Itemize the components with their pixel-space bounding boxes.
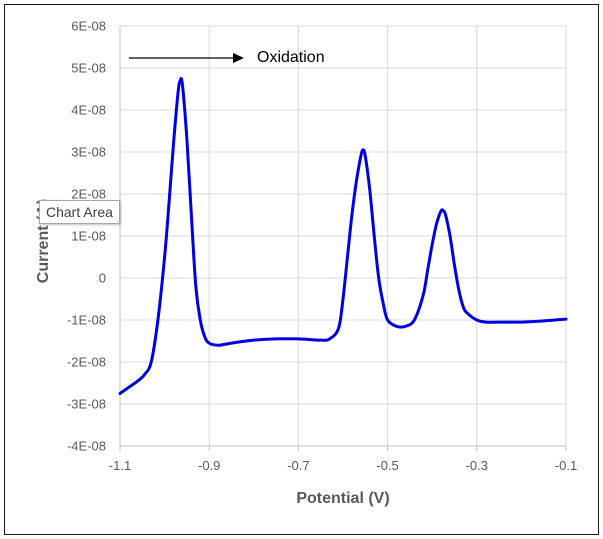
chart-area-tooltip: Chart Area: [39, 200, 120, 224]
series-line[interactable]: [118, 77, 568, 395]
y-axis-ticks: -4E-08 -3E-08 -2E-08 -1E-08 0 1E-08 2E-08 3E-08…: [67, 19, 106, 454]
y-tick-label: -1E-08: [67, 313, 106, 328]
x-tick-label: -0.5: [376, 458, 398, 473]
x-axis-ticks: -1.1 -0.9 -0.7 -0.5 -0.3 -0.1: [109, 446, 577, 473]
arrow-right-icon: [233, 53, 244, 63]
y-tick-label: 5E-08: [71, 61, 106, 76]
oxidation-annotation[interactable]: Oxidation: [129, 49, 325, 66]
y-tick-label: 2E-08: [71, 187, 106, 202]
grid-lines: [119, 25, 567, 447]
x-tick-label: -1.1: [109, 458, 131, 473]
y-tick-label: -4E-08: [67, 439, 106, 454]
y-tick-label: 4E-08: [71, 103, 106, 118]
x-tick-label: -0.3: [466, 458, 488, 473]
x-tick-label: -0.9: [198, 458, 220, 473]
axes: [119, 26, 566, 447]
y-tick-label: 6E-08: [71, 19, 106, 34]
y-tick-label: 0: [99, 271, 106, 286]
y-tick-label: 3E-08: [71, 145, 106, 160]
line-chart: -4E-08 -3E-08 -2E-08 -1E-08 0 1E-08 2E-08 3E-08…: [35, 19, 577, 508]
y-tick-label: 1E-08: [71, 229, 106, 244]
oxidation-label: Oxidation: [257, 49, 325, 66]
x-tick-label: -0.1: [555, 458, 577, 473]
chart-area[interactable]: -4E-08 -3E-08 -2E-08 -1E-08 0 1E-08 2E-08 3E-08…: [4, 4, 599, 535]
y-tick-label: -2E-08: [67, 355, 106, 370]
x-tick-label: -0.7: [287, 458, 309, 473]
y-tick-label: -3E-08: [67, 397, 106, 412]
x-axis-title[interactable]: Potential (V): [296, 490, 389, 507]
